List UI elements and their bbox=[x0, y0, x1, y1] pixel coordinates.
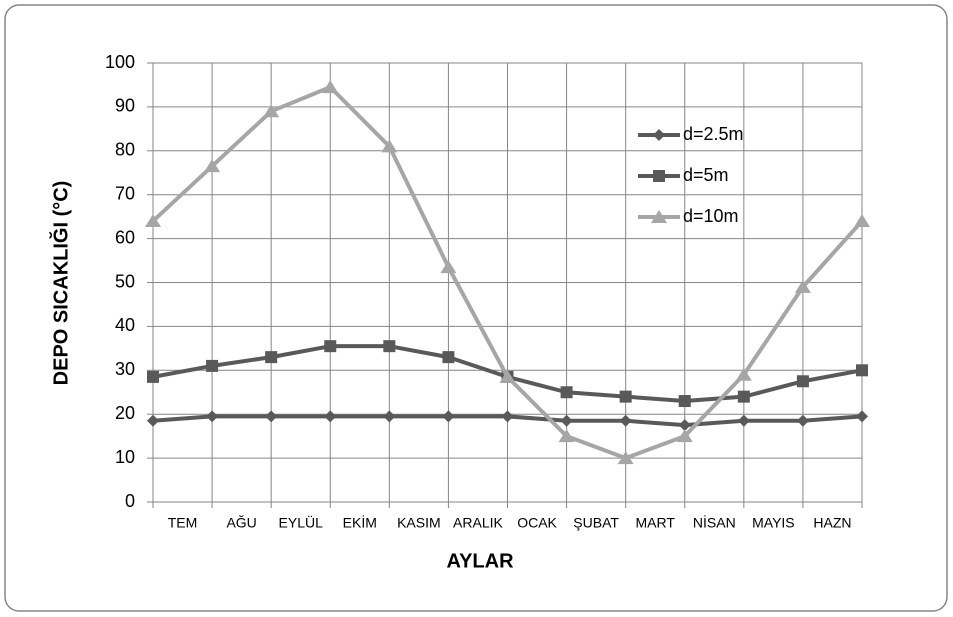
marker bbox=[856, 364, 868, 377]
marker bbox=[558, 429, 575, 443]
x-axis-title: AYLAR bbox=[446, 550, 514, 572]
legend-label: d=2.5m bbox=[683, 124, 744, 144]
marker bbox=[499, 369, 516, 383]
y-tick-label: 20 bbox=[115, 403, 135, 423]
marker bbox=[651, 210, 667, 223]
x-tick-label: ARALIK bbox=[453, 515, 503, 531]
marker bbox=[381, 139, 398, 153]
marker bbox=[145, 214, 161, 228]
marker bbox=[440, 260, 457, 274]
marker bbox=[383, 340, 396, 353]
marker bbox=[678, 395, 691, 408]
marker bbox=[854, 214, 870, 228]
y-tick-label: 60 bbox=[115, 227, 135, 247]
marker bbox=[442, 351, 455, 364]
x-tick-label: NİSAN bbox=[693, 514, 736, 531]
y-tick-label: 40 bbox=[115, 315, 135, 335]
legend-label: d=10m bbox=[683, 206, 739, 226]
marker bbox=[737, 414, 750, 427]
marker bbox=[856, 410, 868, 423]
marker bbox=[653, 129, 665, 141]
y-axis-title: DEPO SICAKLIĞI (°C) bbox=[48, 181, 72, 386]
marker bbox=[617, 451, 634, 465]
marker bbox=[676, 429, 693, 443]
plot-border bbox=[152, 62, 863, 503]
marker bbox=[619, 390, 632, 403]
marker bbox=[737, 390, 750, 403]
marker bbox=[324, 340, 337, 353]
x-tick-label: KASIM bbox=[397, 515, 441, 531]
x-tick-label: TEM bbox=[168, 515, 198, 531]
x-tick-label: EKİM bbox=[343, 514, 377, 531]
marker bbox=[265, 410, 278, 423]
marker bbox=[560, 414, 573, 427]
marker bbox=[206, 359, 219, 372]
legend-label: d=5m bbox=[683, 165, 729, 185]
x-tick-label: AĞU bbox=[226, 515, 256, 531]
marker bbox=[796, 375, 809, 388]
marker bbox=[794, 279, 811, 293]
marker bbox=[324, 410, 337, 423]
y-tick-label: 50 bbox=[115, 271, 135, 291]
marker bbox=[322, 80, 339, 94]
marker bbox=[560, 386, 573, 399]
x-tick-label: ŞUBAT bbox=[573, 515, 619, 531]
marker bbox=[442, 410, 455, 423]
marker bbox=[263, 104, 280, 118]
marker bbox=[265, 351, 278, 364]
y-tick-label: 70 bbox=[115, 183, 135, 203]
marker bbox=[501, 410, 514, 423]
x-tick-label: OCAK bbox=[517, 515, 557, 531]
marker bbox=[383, 410, 396, 423]
y-tick-label: 100 bbox=[105, 52, 135, 72]
chart-border bbox=[4, 4, 948, 612]
y-tick-label: 10 bbox=[115, 447, 135, 467]
x-tick-label: EYLÜL bbox=[279, 514, 324, 531]
y-tick-label: 90 bbox=[115, 96, 135, 116]
marker bbox=[204, 159, 221, 173]
x-tick-label: MART bbox=[635, 515, 675, 531]
x-tick-label: MAYIS bbox=[752, 515, 795, 531]
marker bbox=[619, 414, 632, 427]
marker bbox=[678, 419, 691, 432]
y-tick-label: 0 bbox=[125, 491, 135, 511]
marker bbox=[735, 367, 752, 381]
marker bbox=[147, 414, 159, 427]
marker bbox=[653, 170, 665, 182]
marker bbox=[206, 410, 219, 423]
x-tick-label: HAZN bbox=[813, 515, 851, 531]
y-tick-label: 30 bbox=[115, 359, 135, 379]
marker bbox=[147, 370, 159, 383]
y-tick-label: 80 bbox=[115, 140, 135, 160]
marker bbox=[796, 414, 809, 427]
